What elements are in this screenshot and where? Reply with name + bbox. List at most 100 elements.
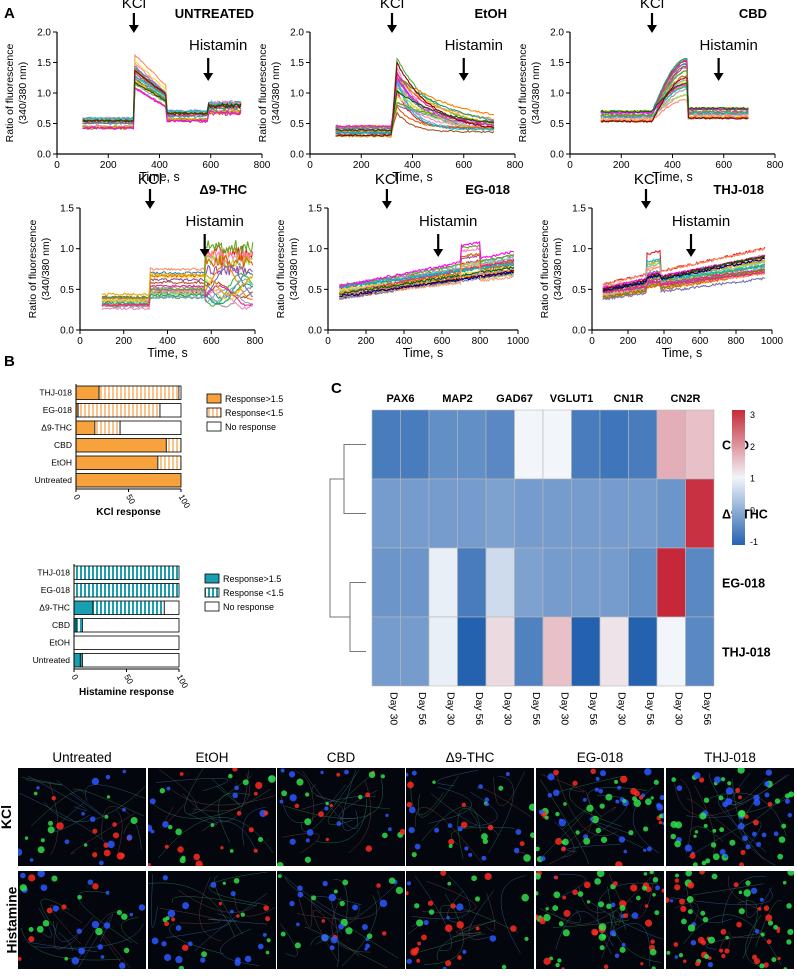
bar-segment (75, 438, 167, 453)
cell-body (447, 881, 452, 886)
cell-body (417, 941, 422, 946)
legend-swatch (204, 587, 220, 598)
cell-body (599, 803, 605, 809)
heatmap-column-group-label: PAX6 (387, 393, 415, 405)
cell-body (615, 799, 620, 804)
cell-body (756, 841, 762, 847)
neurite (72, 788, 144, 817)
neurite (578, 885, 606, 913)
y-tick-label: 0.0 (37, 150, 51, 161)
y-axis-label-line1: Ratio of fluorescence (517, 44, 529, 143)
cell-body (501, 964, 507, 969)
cell-body (563, 909, 571, 917)
cell-body (673, 942, 679, 947)
cell-body (727, 781, 732, 786)
cell-body (119, 962, 126, 969)
cell-body (658, 814, 664, 819)
trace-line (339, 270, 515, 298)
cell-body (48, 820, 54, 826)
cell-body (306, 829, 314, 836)
cell-body (318, 811, 324, 818)
heatmap-cell (542, 409, 572, 480)
y-tick-label: 0.0 (308, 326, 322, 337)
cell-body (777, 853, 784, 860)
cell-body (707, 961, 714, 968)
cell-body (297, 891, 304, 898)
neurite (169, 922, 224, 955)
x-tick-label: 400 (396, 336, 413, 347)
y-tick-label: 1.0 (550, 89, 564, 100)
neurite (294, 770, 314, 822)
cell-body (399, 828, 405, 835)
kcl-arrowhead (387, 25, 397, 33)
cell-body (763, 962, 769, 968)
heatmap-column-label: Day 56 (530, 692, 542, 725)
cell-body (253, 791, 258, 796)
cell-body (547, 792, 553, 798)
cell-body (81, 811, 85, 816)
cell-body (733, 882, 739, 888)
heatmap-column-label: Day 56 (587, 692, 599, 725)
cell-body (482, 838, 489, 845)
cell-body (193, 853, 200, 861)
y-tick-label: 1.5 (60, 204, 74, 215)
neurite (737, 900, 758, 959)
cell-body (498, 785, 504, 791)
cell-body (524, 936, 529, 941)
heatmap-cell (400, 478, 430, 549)
trace-plot-untreated: 0 200 400 600 800 0.0 0.5 1.0 1.5 2.0 Time, s Ratio… (4, 0, 271, 184)
trace-line (335, 89, 495, 132)
cell-body (121, 913, 128, 920)
cell-body (674, 884, 681, 891)
y-axis-label-line2: (340/380 nm) (288, 238, 300, 300)
cell-body (738, 890, 743, 895)
neurite (53, 916, 94, 942)
cell-body (591, 928, 599, 936)
cell-body (683, 959, 687, 963)
neurite (27, 941, 98, 953)
heatmap-column-label-wrap: Day 56 (530, 692, 542, 725)
neurite (301, 795, 376, 810)
cell-body (149, 798, 156, 805)
cell-body (649, 871, 654, 875)
trace-line (602, 247, 766, 286)
cell-body (229, 849, 234, 853)
cell-body (122, 807, 126, 812)
cell-body (92, 852, 98, 858)
x-tick-label: 800 (247, 336, 264, 347)
x-tick-label: 200 (115, 336, 132, 347)
micrograph (148, 871, 276, 969)
cell-body (615, 861, 623, 866)
cell-body (105, 890, 110, 895)
neurite (569, 785, 623, 827)
heatmap-cell (485, 616, 515, 687)
neurite (115, 809, 123, 853)
x-axis-label: Time, s (392, 170, 433, 184)
cell-body (407, 781, 414, 789)
cell-body (123, 947, 130, 954)
cell-body (751, 831, 757, 837)
cell-body (427, 900, 434, 906)
cell-body (693, 834, 697, 838)
bar-x-tick-label-wrap: 100 (175, 673, 191, 691)
dendrogram-branch (343, 444, 366, 514)
cell-body (643, 826, 649, 832)
cell-body (638, 795, 644, 800)
cell-body (456, 903, 464, 911)
neurite (40, 898, 70, 932)
bar-x-tick-label-wrap: 0 (70, 673, 81, 682)
x-tick-label: 800 (472, 336, 489, 347)
cell-body (20, 872, 26, 879)
photo-row-label: KCl (0, 804, 15, 830)
cell-body (591, 815, 599, 824)
cell-body (784, 798, 791, 804)
neurite (339, 790, 378, 819)
cell-body (468, 852, 473, 857)
cell-body (666, 897, 670, 903)
heatmap-cell (457, 547, 487, 618)
y-tick-label: 0.0 (60, 326, 74, 337)
trace-plot-thj018: 0 200 400 600 800 1000 0.0 0.5 1.0 1.5 Time, s Rati… (539, 171, 784, 360)
cell-body (598, 923, 607, 931)
heatmap-column-label-wrap: Day 30 (558, 692, 570, 725)
cell-body (321, 919, 326, 923)
